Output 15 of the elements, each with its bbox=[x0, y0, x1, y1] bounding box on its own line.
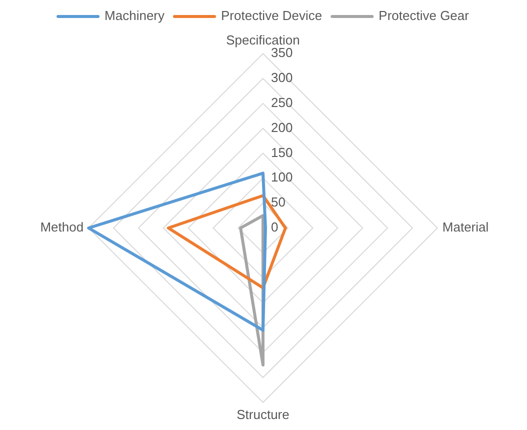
spoke-label: Specification bbox=[226, 32, 300, 48]
y-tick-label: 350 bbox=[271, 45, 293, 60]
y-tick-label: 200 bbox=[271, 120, 293, 135]
legend-label: Protective Device bbox=[221, 8, 322, 24]
y-tick-label: 300 bbox=[271, 70, 293, 86]
y-tick-label: 250 bbox=[271, 95, 293, 110]
legend-label: Protective Gear bbox=[378, 8, 470, 24]
y-tick-label: 50 bbox=[271, 194, 286, 210]
y-tick-label: 0 bbox=[271, 220, 278, 235]
legend-label: Machinery bbox=[104, 8, 165, 24]
y-tick-label: 100 bbox=[271, 170, 293, 185]
spoke-label: Method bbox=[40, 220, 84, 235]
y-tick-label: 150 bbox=[271, 144, 293, 160]
spoke-label: Material bbox=[442, 220, 489, 235]
spoke-label: Structure bbox=[236, 406, 290, 422]
